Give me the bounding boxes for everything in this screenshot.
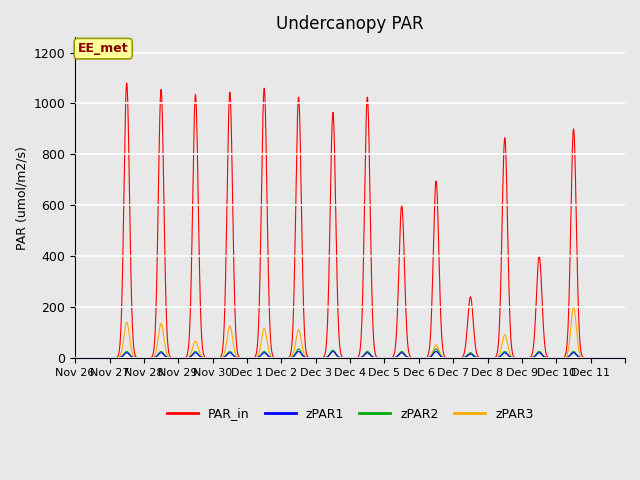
zPAR2 bbox=[621, 355, 629, 360]
zPAR2 bbox=[371, 355, 378, 360]
zPAR1 bbox=[528, 355, 536, 360]
zPAR1 bbox=[186, 355, 193, 360]
zPAR1 bbox=[400, 351, 408, 357]
zPAR2 bbox=[501, 348, 509, 354]
zPAR2 bbox=[186, 354, 193, 360]
zPAR3 bbox=[186, 354, 193, 360]
PAR_in bbox=[542, 350, 550, 356]
Legend: PAR_in, zPAR1, zPAR2, zPAR3: PAR_in, zPAR1, zPAR2, zPAR3 bbox=[162, 403, 538, 425]
PAR_in bbox=[400, 246, 408, 252]
zPAR1 bbox=[542, 355, 550, 360]
zPAR1 bbox=[371, 355, 378, 360]
zPAR2 bbox=[528, 355, 536, 360]
PAR_in bbox=[123, 80, 131, 86]
PAR_in bbox=[501, 135, 509, 141]
Line: zPAR3: zPAR3 bbox=[75, 307, 625, 358]
PAR_in bbox=[621, 355, 629, 360]
zPAR2 bbox=[400, 350, 408, 356]
zPAR2 bbox=[542, 355, 550, 360]
zPAR2 bbox=[71, 355, 79, 360]
PAR_in bbox=[71, 355, 79, 360]
zPAR1 bbox=[621, 355, 629, 360]
zPAR1 bbox=[501, 350, 509, 356]
PAR_in bbox=[186, 334, 193, 340]
zPAR3 bbox=[71, 355, 79, 360]
zPAR3 bbox=[371, 355, 378, 360]
Text: EE_met: EE_met bbox=[78, 42, 129, 55]
zPAR3 bbox=[621, 355, 629, 360]
zPAR3 bbox=[528, 355, 536, 360]
Y-axis label: PAR (umol/m2/s): PAR (umol/m2/s) bbox=[15, 145, 28, 250]
zPAR3 bbox=[400, 351, 408, 357]
Title: Undercanopy PAR: Undercanopy PAR bbox=[276, 15, 424, 33]
zPAR2 bbox=[295, 346, 303, 352]
PAR_in bbox=[371, 346, 378, 352]
Line: PAR_in: PAR_in bbox=[75, 83, 625, 358]
Line: zPAR1: zPAR1 bbox=[75, 351, 625, 358]
zPAR3 bbox=[542, 355, 550, 360]
zPAR3 bbox=[501, 332, 509, 338]
zPAR1 bbox=[71, 355, 79, 360]
zPAR3 bbox=[570, 304, 577, 310]
Line: zPAR2: zPAR2 bbox=[75, 349, 625, 358]
zPAR1 bbox=[295, 348, 303, 354]
PAR_in bbox=[528, 352, 536, 358]
